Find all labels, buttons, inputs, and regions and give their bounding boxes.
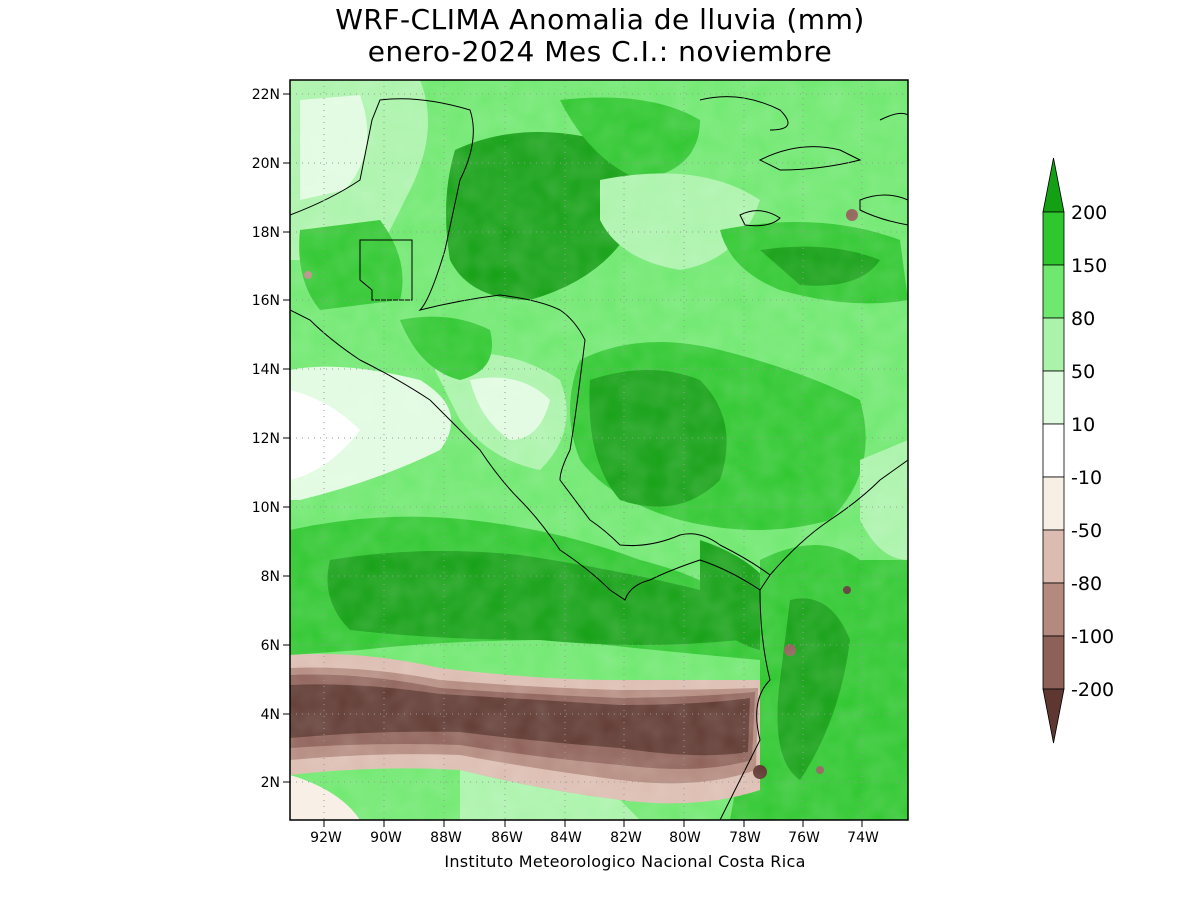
lat-label: 4N xyxy=(261,707,280,723)
lon-label: 82W xyxy=(610,830,642,846)
colorbar-bin xyxy=(1042,423,1065,478)
colorbar-bin xyxy=(1042,317,1065,372)
lat-label: 20N xyxy=(252,156,280,172)
colorbar-label: -100 xyxy=(1071,626,1114,648)
coastlines xyxy=(290,96,908,820)
lon-label: 84W xyxy=(550,830,582,846)
lat-label: 22N xyxy=(252,87,280,103)
lat-label: 12N xyxy=(252,431,280,447)
map-frame xyxy=(289,79,909,821)
map-title-line2: enero-2024 Mes C.I.: noviembre xyxy=(367,35,833,68)
map-title-line1: WRF-CLIMA Anomalia de lluvia (mm) xyxy=(335,3,865,36)
colorbar-label: -200 xyxy=(1071,679,1114,701)
lon-label: 86W xyxy=(491,830,523,846)
lon-label: 74W xyxy=(847,830,879,846)
colorbar-bin xyxy=(1042,635,1065,690)
lat-label: 14N xyxy=(252,362,280,378)
footer-credit: Instituto Meteorologico Nacional Costa R… xyxy=(444,852,806,871)
lat-label: 16N xyxy=(252,293,280,309)
lat-label: 10N xyxy=(252,500,280,516)
lat-label: 18N xyxy=(252,225,280,241)
lat-label: 6N xyxy=(261,638,280,654)
colorbar-label: 50 xyxy=(1071,361,1095,383)
lon-label: 88W xyxy=(430,830,462,846)
colorbar-bin xyxy=(1042,211,1065,266)
colorbar-bin xyxy=(1042,264,1065,319)
lon-label: 76W xyxy=(788,830,820,846)
colorbar-label: 80 xyxy=(1071,308,1095,330)
lat-label: 8N xyxy=(261,569,280,585)
colorbar-label: 10 xyxy=(1071,414,1095,436)
lon-label: 92W xyxy=(310,830,342,846)
colorbar-bin xyxy=(1042,476,1065,531)
colorbar-label: 200 xyxy=(1071,202,1107,224)
colorbar-label: -50 xyxy=(1071,520,1102,542)
colorbar-label: -10 xyxy=(1071,467,1102,489)
colorbar-top-arrow xyxy=(1042,157,1065,213)
lon-label: 80W xyxy=(669,830,701,846)
lat-labels: 22N 20N 18N 16N 14N 12N 10N 8N 6N 4N 2N xyxy=(252,87,280,791)
lon-label: 90W xyxy=(370,830,402,846)
gridlines xyxy=(290,80,908,820)
anomaly-field xyxy=(290,80,908,820)
lat-label: 2N xyxy=(261,775,280,791)
colorbar-bottom-arrow xyxy=(1042,688,1065,744)
colorbar-label: -80 xyxy=(1071,573,1102,595)
lon-labels: 92W 90W 88W 86W 84W 82W 80W 78W 76W 74W xyxy=(310,830,879,846)
colorbar-label: 150 xyxy=(1071,255,1107,277)
lon-label: 78W xyxy=(729,830,761,846)
colorbar-labels: 200 150 80 50 10 -10 -50 -80 -100 -200 xyxy=(1071,202,1114,701)
colorbar-bin xyxy=(1042,370,1065,425)
colorbar-bin xyxy=(1042,582,1065,637)
colorbar-bin xyxy=(1042,529,1065,584)
colorbar xyxy=(1042,157,1065,744)
tick-marks xyxy=(283,93,863,827)
